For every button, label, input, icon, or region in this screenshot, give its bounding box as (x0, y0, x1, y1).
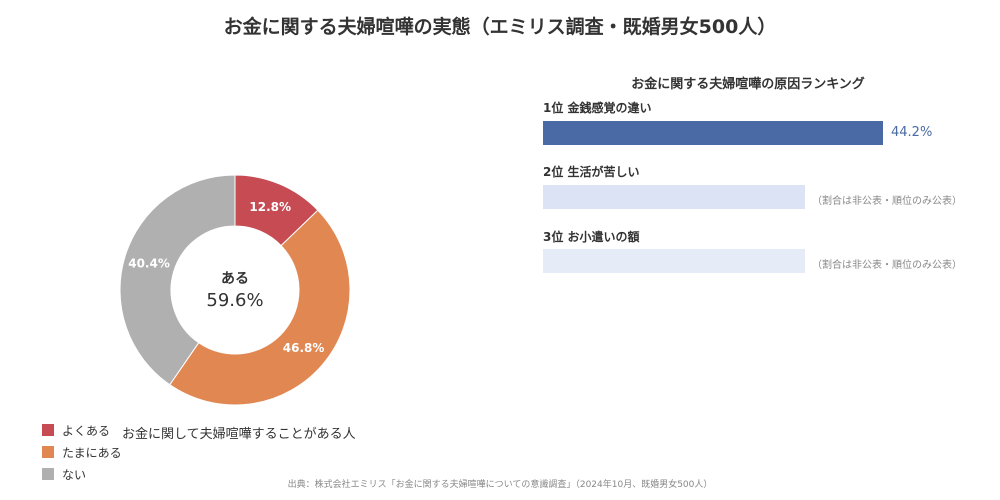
donut-data-label-sometimes: 46.8% (283, 341, 325, 355)
ranking-title: お金に関する夫婦喧嘩の原因ランキング (631, 77, 865, 92)
legend-swatch-often (42, 424, 54, 436)
donut-slice-never (119, 174, 236, 386)
rank-2-note: （割合は非公表・順位のみ公表） (812, 196, 962, 207)
legend-item-often: よくある (42, 420, 122, 440)
donut-data-label-never: 40.4% (128, 256, 170, 270)
legend-label-sometimes: たまにある (62, 445, 122, 460)
source-note: 出典：株式会社エミリス「お金に関する夫婦喧嘩についての意識調査」（2024年10… (287, 480, 713, 490)
rank-3-label: 3位 お小遣いの額 (543, 230, 640, 244)
rank-1-value: 44.2% (891, 125, 933, 140)
legend-item-never: ない (42, 464, 122, 484)
legend-swatch-never (42, 468, 54, 480)
legend-label-never: ない (62, 467, 87, 482)
rank-2-bar (543, 185, 805, 209)
rank-3-bar (543, 249, 805, 273)
donut-data-label-often: 12.8% (249, 200, 291, 214)
rank-1-label: 1位 金銭感覚の違い (543, 101, 652, 115)
donut-caption: お金に関して夫婦喧嘩することがある人 (122, 427, 356, 442)
page-title: お金に関する夫婦喧嘩の実態（エミリス調査・既婚男女500人） (223, 16, 777, 38)
donut-center-label: ある (221, 271, 249, 287)
rank-2-label: 2位 生活が苦しい (543, 165, 640, 179)
donut-legend: よくある たまにある ない (42, 420, 122, 486)
legend-item-sometimes: たまにある (42, 442, 122, 462)
legend-swatch-sometimes (42, 446, 54, 458)
donut-chart: 12.8% 46.8% 40.4% ある 59.6% (119, 174, 351, 406)
rank-3-note: （割合は非公表・順位のみ公表） (812, 260, 962, 271)
rank-1-bar (543, 121, 883, 145)
legend-label-often: よくある (62, 423, 111, 438)
donut-slice-sometimes (169, 209, 351, 406)
donut-center-value: 59.6% (206, 290, 263, 311)
